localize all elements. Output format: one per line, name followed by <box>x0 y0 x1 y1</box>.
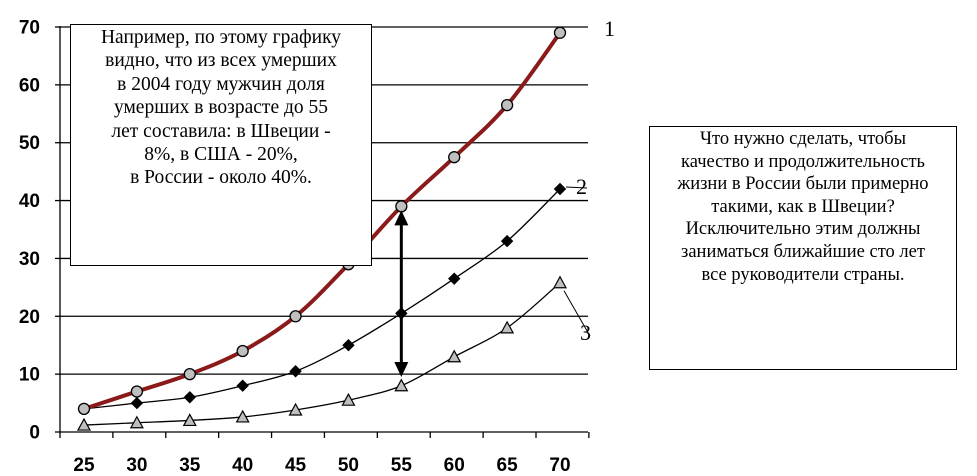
series-2-point <box>342 339 355 352</box>
series-labels: 1 2 3 <box>563 16 615 345</box>
x-tick-label: 55 <box>391 455 413 476</box>
series-3-point <box>129 415 144 429</box>
series-label: 1 <box>604 16 615 41</box>
x-tick-label: 65 <box>497 455 519 476</box>
series-1-point <box>395 200 408 213</box>
conclusion-note: Что нужно сделать, чтобы качество и продо… <box>649 126 957 370</box>
series-label-leader <box>565 186 588 189</box>
series-3-point <box>394 378 409 392</box>
x-tick-label: 40 <box>232 455 253 476</box>
series-label: 3 <box>580 320 591 345</box>
series-2-point <box>236 379 249 392</box>
series-3-point <box>500 320 515 334</box>
note-line: Например, по этому графику <box>100 27 342 48</box>
y-tick-label: 70 <box>19 18 40 39</box>
note-line: заниматься ближайшие сто лет <box>681 241 925 262</box>
axes <box>55 26 590 438</box>
series-3 <box>76 275 568 431</box>
series-label: 2 <box>576 174 587 199</box>
series-3-point <box>76 417 92 431</box>
y-tick-label: 40 <box>19 191 40 212</box>
note-line: качество и продолжительность <box>681 151 925 172</box>
series-2-line <box>83 188 561 410</box>
series-3-point <box>341 392 356 406</box>
series-2-point <box>500 234 514 248</box>
x-tick-label: 25 <box>73 455 95 476</box>
note-line: Что нужно сделать, чтобы <box>699 129 906 149</box>
note-line: все руководители страны. <box>701 264 905 285</box>
x-tick-label: 30 <box>126 455 147 476</box>
note-line: в 2004 году мужчин доля <box>117 73 325 95</box>
y-tick-label: 10 <box>19 365 40 386</box>
series-1-point <box>553 26 567 39</box>
annotation-arrow <box>394 210 409 378</box>
series-1-point <box>130 385 144 398</box>
series-1-point <box>236 344 249 358</box>
series-2-point <box>183 391 196 404</box>
note-line: в России - около 40%. <box>130 167 312 189</box>
series-1-line <box>83 31 562 411</box>
note-line: 8%, в США - 20%, <box>144 144 298 166</box>
note-line: жизни в России были примерно <box>677 174 929 195</box>
x-tick-label: 35 <box>179 455 201 476</box>
x-tick-label: 45 <box>285 455 307 476</box>
note-line: Исключительно этим должны <box>685 219 921 240</box>
arrow-head-bottom <box>394 362 409 378</box>
x-tick-label: 70 <box>549 455 570 476</box>
series-1-point <box>448 151 461 164</box>
y-tick-labels: 0 10 20 30 40 50 60 70 <box>19 18 40 444</box>
y-tick-label: 50 <box>19 133 40 154</box>
series-1-point <box>500 98 514 112</box>
series-3-line <box>83 282 561 426</box>
y-tick-label: 60 <box>19 75 40 96</box>
series-2-point <box>448 272 461 285</box>
series-1-point <box>77 402 91 416</box>
series-3-point <box>447 349 462 363</box>
note-line: видно, что из всех умерших <box>105 50 337 72</box>
arrow-head-top <box>394 210 409 226</box>
series-label-leader <box>563 290 591 337</box>
y-tick-label: 30 <box>19 249 40 270</box>
note-line: умерших в возрасте до 55 <box>113 97 329 119</box>
series-3-point <box>288 402 303 416</box>
x-tick-label: 60 <box>444 455 465 476</box>
series-3-point <box>182 413 197 427</box>
note-line: такими, как в Швеции? <box>711 196 895 217</box>
series-2-point <box>130 396 144 410</box>
series-3-point <box>552 275 568 289</box>
series-1-point <box>289 310 302 323</box>
note-line: лет составила: в Швеции - <box>111 120 331 142</box>
y-tick-label: 0 <box>29 423 40 444</box>
x-tick-label: 50 <box>338 455 359 476</box>
series-2-point <box>553 182 567 196</box>
x-tick-labels: 25 30 35 40 45 50 55 60 65 70 <box>73 455 570 476</box>
y-tick-label: 20 <box>19 307 40 328</box>
series-1-point <box>183 367 196 381</box>
series-3-point <box>235 409 250 423</box>
example-note: Например, по этому графику видно, что из … <box>70 24 372 266</box>
series-2-point <box>289 365 302 378</box>
